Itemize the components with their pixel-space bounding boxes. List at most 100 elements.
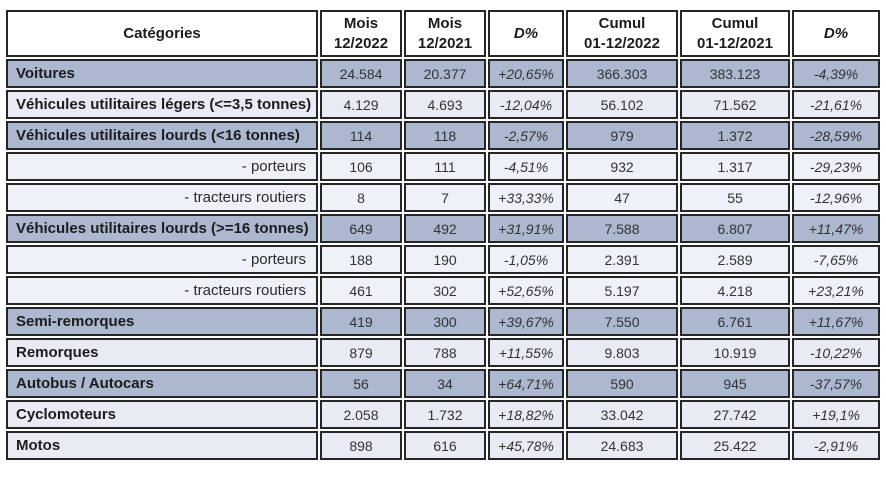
category-cell: Véhicules utilitaires lourds (>=16 tonne… — [6, 214, 318, 243]
table-row: - porteurs 106 111 -4,51% 932 1.317 -29,23% — [6, 152, 880, 181]
value-cell: 8 — [320, 183, 402, 212]
value-cell: 9.803 — [566, 338, 678, 367]
category-cell: Autobus / Autocars — [6, 369, 318, 398]
value-cell: 20.377 — [404, 59, 486, 88]
table-header: Catégories Mois 12/2022 Mois 12/2021 D% … — [6, 10, 880, 57]
table-row: Autobus / Autocars 56 34 +64,71% 590 945 -37,5… — [6, 369, 880, 398]
value-cell: 190 — [404, 245, 486, 274]
value-cell: 302 — [404, 276, 486, 305]
delta-percent-cell: -7,65% — [792, 245, 880, 274]
value-cell: 590 — [566, 369, 678, 398]
table-row: Véhicules utilitaires légers (<=3,5 tonn… — [6, 90, 880, 119]
value-cell: 492 — [404, 214, 486, 243]
category-cell: Voitures — [6, 59, 318, 88]
value-cell: 24.683 — [566, 431, 678, 460]
category-cell-sub: - tracteurs routiers — [6, 183, 318, 212]
header-row: Catégories Mois 12/2022 Mois 12/2021 D% … — [6, 10, 880, 57]
value-cell: 932 — [566, 152, 678, 181]
value-cell: 2.391 — [566, 245, 678, 274]
delta-percent-cell: +19,1% — [792, 400, 880, 429]
table-body: Voitures 24.584 20.377 +20,65% 366.303 383.12… — [6, 59, 880, 460]
column-header-delta-month: D% — [488, 10, 564, 57]
value-cell: 788 — [404, 338, 486, 367]
delta-percent-cell: -2,91% — [792, 431, 880, 460]
value-cell: 649 — [320, 214, 402, 243]
value-cell: 4.218 — [680, 276, 790, 305]
value-cell: 7 — [404, 183, 486, 212]
value-cell: 879 — [320, 338, 402, 367]
vehicle-registrations-table: Catégories Mois 12/2022 Mois 12/2021 D% … — [4, 8, 882, 462]
value-cell: 4.129 — [320, 90, 402, 119]
delta-percent-cell: -28,59% — [792, 121, 880, 150]
value-cell: 383.123 — [680, 59, 790, 88]
value-cell: 1.372 — [680, 121, 790, 150]
delta-percent-cell: +52,65% — [488, 276, 564, 305]
value-cell: 6.807 — [680, 214, 790, 243]
column-header-month-2021: Mois 12/2021 — [404, 10, 486, 57]
value-cell: 27.742 — [680, 400, 790, 429]
table-row: Voitures 24.584 20.377 +20,65% 366.303 383.12… — [6, 59, 880, 88]
value-cell: 25.422 — [680, 431, 790, 460]
value-cell: 24.584 — [320, 59, 402, 88]
delta-percent-cell: +11,67% — [792, 307, 880, 336]
value-cell: 945 — [680, 369, 790, 398]
delta-percent-cell: -12,96% — [792, 183, 880, 212]
value-cell: 979 — [566, 121, 678, 150]
value-cell: 2.058 — [320, 400, 402, 429]
delta-percent-cell: -29,23% — [792, 152, 880, 181]
delta-percent-cell: -21,61% — [792, 90, 880, 119]
value-cell: 55 — [680, 183, 790, 212]
delta-percent-cell: -4,39% — [792, 59, 880, 88]
table-row: Véhicules utilitaires lourds (>=16 tonne… — [6, 214, 880, 243]
category-cell-sub: - tracteurs routiers — [6, 276, 318, 305]
value-cell: 114 — [320, 121, 402, 150]
value-cell: 71.562 — [680, 90, 790, 119]
delta-percent-cell: -4,51% — [488, 152, 564, 181]
category-cell: Remorques — [6, 338, 318, 367]
delta-percent-cell: +11,47% — [792, 214, 880, 243]
category-cell: Semi-remorques — [6, 307, 318, 336]
value-cell: 461 — [320, 276, 402, 305]
value-cell: 33.042 — [566, 400, 678, 429]
value-cell: 10.919 — [680, 338, 790, 367]
delta-percent-cell: +20,65% — [488, 59, 564, 88]
category-cell-sub: - porteurs — [6, 245, 318, 274]
value-cell: 7.588 — [566, 214, 678, 243]
value-cell: 106 — [320, 152, 402, 181]
value-cell: 5.197 — [566, 276, 678, 305]
value-cell: 188 — [320, 245, 402, 274]
value-cell: 898 — [320, 431, 402, 460]
delta-percent-cell: +64,71% — [488, 369, 564, 398]
delta-percent-cell: -1,05% — [488, 245, 564, 274]
value-cell: 118 — [404, 121, 486, 150]
column-header-cumul-2022: Cumul 01-12/2022 — [566, 10, 678, 57]
value-cell: 4.693 — [404, 90, 486, 119]
value-cell: 2.589 — [680, 245, 790, 274]
category-cell: Cyclomoteurs — [6, 400, 318, 429]
delta-percent-cell: -37,57% — [792, 369, 880, 398]
column-header-delta-cumul: D% — [792, 10, 880, 57]
delta-percent-cell: -2,57% — [488, 121, 564, 150]
value-cell: 6.761 — [680, 307, 790, 336]
table-row: Cyclomoteurs 2.058 1.732 +18,82% 33.042 27.74… — [6, 400, 880, 429]
value-cell: 47 — [566, 183, 678, 212]
category-cell: Motos — [6, 431, 318, 460]
table-row: Remorques 879 788 +11,55% 9.803 10.919 -10,22% — [6, 338, 880, 367]
column-header-cumul-2021: Cumul 01-12/2021 — [680, 10, 790, 57]
delta-percent-cell: +31,91% — [488, 214, 564, 243]
value-cell: 56 — [320, 369, 402, 398]
value-cell: 616 — [404, 431, 486, 460]
delta-percent-cell: -10,22% — [792, 338, 880, 367]
value-cell: 1.317 — [680, 152, 790, 181]
value-cell: 1.732 — [404, 400, 486, 429]
delta-percent-cell: -12,04% — [488, 90, 564, 119]
delta-percent-cell: +33,33% — [488, 183, 564, 212]
table-row: - tracteurs routiers 461 302 +52,65% 5.197 4.… — [6, 276, 880, 305]
value-cell: 111 — [404, 152, 486, 181]
value-cell: 419 — [320, 307, 402, 336]
value-cell: 56.102 — [566, 90, 678, 119]
category-cell: Véhicules utilitaires légers (<=3,5 tonn… — [6, 90, 318, 119]
table-row: Véhicules utilitaires lourds (<16 tonnes… — [6, 121, 880, 150]
table-row: Motos 898 616 +45,78% 24.683 25.422 -2,91% — [6, 431, 880, 460]
